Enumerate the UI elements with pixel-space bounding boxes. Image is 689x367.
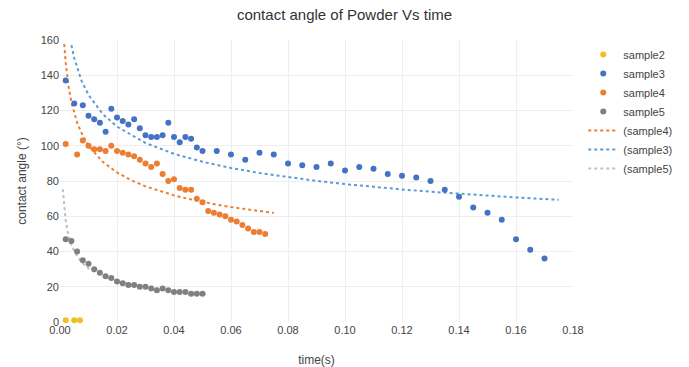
svg-text:0.04: 0.04 [163,324,184,336]
svg-text:(sample4): (sample4) [623,125,672,137]
svg-text:0.14: 0.14 [448,324,469,336]
svg-text:0: 0 [53,316,59,328]
svg-text:80: 80 [47,175,59,187]
svg-text:0.16: 0.16 [505,324,526,336]
svg-text:0.08: 0.08 [277,324,298,336]
svg-text:160: 160 [41,34,59,46]
svg-text:0.18: 0.18 [562,324,583,336]
svg-text:60: 60 [47,210,59,222]
svg-text:sample4: sample4 [623,87,665,99]
svg-text:sample2: sample2 [623,49,665,61]
svg-text:100: 100 [41,140,59,152]
svg-text:0.10: 0.10 [334,324,355,336]
svg-text:(sample5): (sample5) [623,163,672,175]
svg-text:0.00: 0.00 [49,324,70,336]
svg-text:120: 120 [41,104,59,116]
svg-text:time(s): time(s) [298,353,335,367]
svg-text:140: 140 [41,69,59,81]
svg-text:contact angle of Powder Vs tim: contact angle of Powder Vs time [237,6,452,23]
svg-text:0.06: 0.06 [220,324,241,336]
svg-text:20: 20 [47,281,59,293]
svg-text:sample5: sample5 [623,106,665,118]
svg-text:40: 40 [47,245,59,257]
svg-text:0.12: 0.12 [391,324,412,336]
svg-text:sample3: sample3 [623,68,665,80]
svg-text:0.02: 0.02 [106,324,127,336]
svg-text:contact angle (°): contact angle (°) [15,137,29,225]
svg-text:(sample3): (sample3) [623,144,672,156]
